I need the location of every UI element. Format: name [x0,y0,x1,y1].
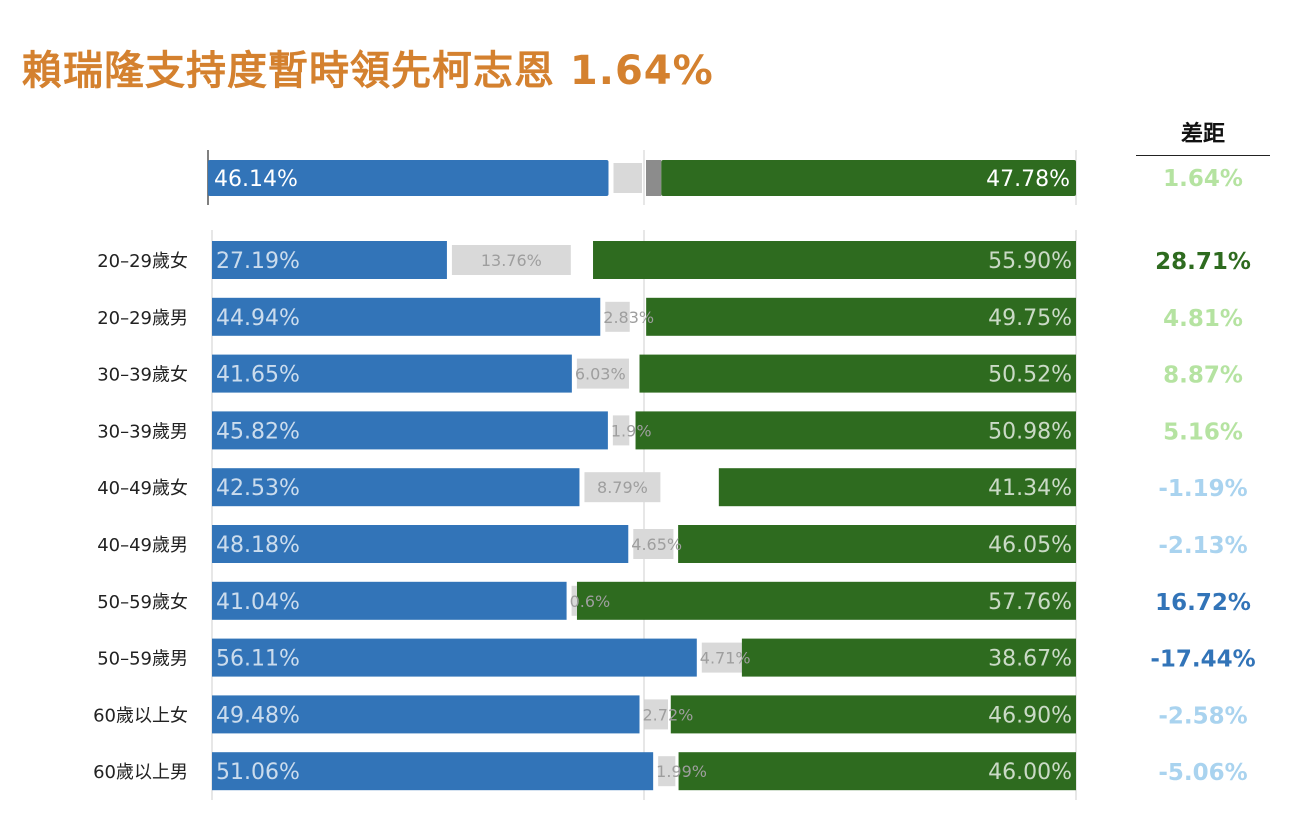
row-diff-value: -2.58% [1158,703,1247,729]
bar-left-label: 56.11% [216,647,300,672]
bar-middle [451,245,571,275]
bar-left-label: 48.18% [216,533,300,558]
bar-left-label: 41.65% [216,363,300,388]
total-bar-middle-gap [613,163,642,193]
bar-right-label: 50.52% [988,363,1072,388]
bar-middle [576,358,629,389]
bar-right-label: 46.00% [988,760,1072,785]
row-category-label: 40–49歲男 [97,535,188,556]
bar-right [593,241,1076,279]
bar-right [670,695,1076,734]
bar-left [212,468,580,507]
row-category-label: 50–59歲男 [97,649,188,670]
bar-middle-label: 4.71% [700,649,751,668]
bar-right [576,581,1076,620]
bar-left-label: 45.82% [216,419,300,444]
row-diff-value: -17.44% [1150,647,1255,673]
bar-right [646,297,1076,336]
bar-middle-label: 2.72% [643,705,694,724]
bar-left [212,525,629,563]
bar-middle [658,756,676,787]
bar-right [718,468,1076,507]
bar-middle [644,699,669,730]
bar-left-label: 44.94% [216,306,300,331]
bar-right [678,752,1076,791]
row-category-label: 30–39歲男 [97,421,188,442]
diff-column-header: 差距 [1180,122,1225,147]
bar-right-label: 49.75% [988,306,1072,331]
bar-middle-label: 1.9% [611,421,652,440]
chart-title: 賴瑞隆支持度暫時領先柯志恩 1.64% [22,48,714,94]
bar-right-label: 46.05% [988,533,1072,558]
bar-left-label: 51.06% [216,760,300,785]
row-diff-value: -2.13% [1158,533,1247,559]
bar-right-label: 38.67% [988,647,1072,672]
total-bar-right [661,160,1076,196]
bar-right [741,638,1076,677]
row-category-label: 40–49歲女 [97,478,188,499]
total-left-label: 46.14% [214,167,298,192]
bar-middle [605,301,630,332]
bar-middle-label: 0.6% [570,592,611,611]
row-category-label: 50–59歲女 [97,592,188,613]
row-category-label: 20–29歲男 [97,308,188,329]
bar-left-label: 49.48% [216,703,300,728]
row-diff-value: 28.71% [1155,249,1251,275]
bar-middle [633,529,674,559]
total-bar-middle-marker [646,160,662,196]
bar-middle-label: 2.83% [603,308,654,327]
row-diff-value: 4.81% [1163,306,1243,332]
row-diff-value: 8.87% [1163,363,1243,389]
bar-left [212,581,567,620]
bar-middle-label: 4.65% [631,535,682,554]
diff-header-rule [1136,155,1270,156]
total-right-label: 47.78% [986,167,1070,192]
bar-left-label: 41.04% [216,590,300,615]
row-diff-value: 5.16% [1163,419,1243,445]
row-category-label: 30–39歲女 [97,365,188,386]
row-category-label: 60歲以上男 [93,762,188,783]
bar-right-label: 46.90% [988,703,1072,728]
bar-middle-label: 13.76% [481,251,542,270]
bar-left-label: 42.53% [216,476,300,501]
total-bar-left [208,160,609,196]
row-category-label: 60歲以上女 [93,705,188,726]
bar-left-label: 27.19% [216,249,300,274]
bar-right-label: 41.34% [988,476,1072,501]
bar-right-label: 55.90% [988,249,1072,274]
bar-middle [612,415,630,446]
bar-right [639,354,1076,393]
bar-middle-label: 1.99% [656,762,707,781]
row-diff-value: -5.06% [1158,760,1247,786]
bar-middle [584,472,661,503]
bar-right [635,411,1076,450]
row-category-label: 20–29歲女 [97,251,188,272]
bar-left [212,241,447,279]
bar-left [212,297,601,336]
bar-middle-label: 8.79% [597,478,648,497]
bar-left [212,638,697,677]
bar-right-label: 50.98% [988,419,1072,444]
bar-left [212,752,654,791]
bar-middle [701,642,743,673]
row-diff-value: -1.19% [1158,476,1247,502]
bar-middle-label: 6.03% [575,365,626,384]
bar-left [212,411,608,450]
bar-middle [571,585,577,616]
bar-right [678,525,1076,563]
bar-left [212,695,640,734]
bar-left [212,354,572,393]
total-diff-value: 1.64% [1163,166,1243,192]
row-diff-value: 16.72% [1155,590,1251,616]
bar-right-label: 57.76% [988,590,1072,615]
